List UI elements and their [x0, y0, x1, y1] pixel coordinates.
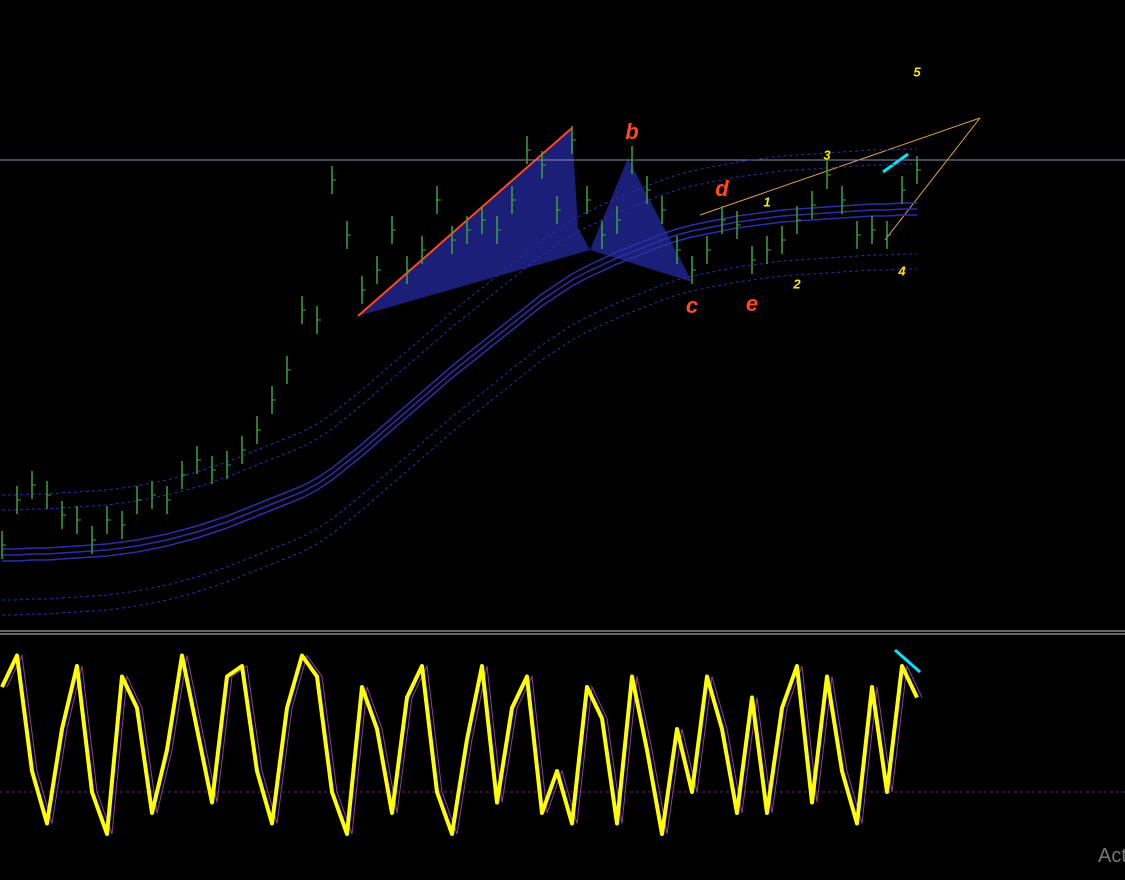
envelope: [2, 268, 917, 616]
harmonic-pattern: [590, 158, 692, 282]
wave-label: 2: [792, 276, 801, 291]
moving-average: [2, 214, 917, 562]
harmonic-pattern: [358, 128, 590, 316]
moving-average: [2, 208, 917, 556]
wave-label: c: [686, 293, 698, 318]
trend-line: [357, 127, 573, 317]
envelope: [2, 163, 917, 511]
arrow: [894, 648, 921, 674]
wave-label: e: [746, 291, 758, 316]
wave-label: 4: [897, 263, 906, 278]
envelope: [2, 148, 917, 496]
moving-average: [2, 202, 917, 550]
watermark: Act: [1098, 845, 1125, 867]
wave-label: 1: [763, 194, 770, 209]
wedge-line: [699, 117, 981, 216]
wave-label: d: [715, 176, 729, 201]
envelope: [2, 253, 917, 601]
wedge-line: [884, 117, 981, 241]
wave-label: 3: [823, 147, 831, 162]
oscillator-line: [0, 653, 919, 836]
wave-label: 5: [913, 64, 921, 79]
arrow: [882, 152, 909, 174]
wave-label: b: [625, 119, 638, 144]
